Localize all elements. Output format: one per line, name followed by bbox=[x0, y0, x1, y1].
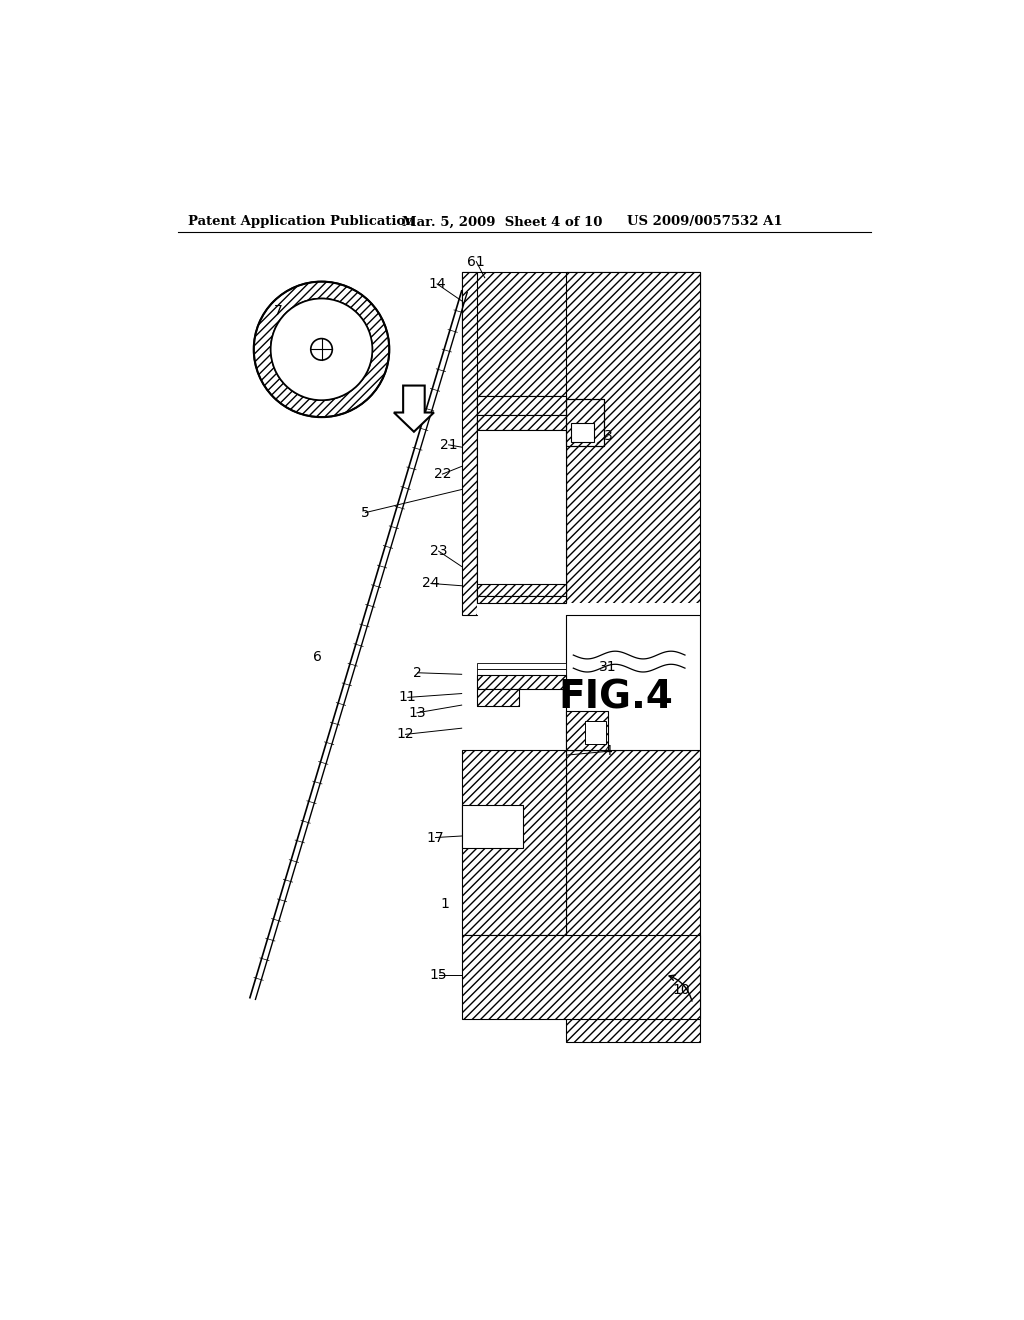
Text: 14: 14 bbox=[428, 277, 445, 290]
Text: 5: 5 bbox=[361, 506, 370, 520]
Text: 2: 2 bbox=[414, 665, 422, 680]
Circle shape bbox=[310, 339, 333, 360]
Bar bbox=[565, 400, 604, 446]
Bar bbox=[462, 935, 700, 1019]
Text: 24: 24 bbox=[422, 577, 439, 590]
Bar bbox=[565, 272, 700, 615]
Text: 3: 3 bbox=[603, 429, 612, 442]
Text: 23: 23 bbox=[430, 544, 447, 558]
Text: 4: 4 bbox=[603, 744, 612, 758]
Bar bbox=[477, 595, 565, 603]
Text: FIG.4: FIG.4 bbox=[558, 678, 673, 717]
Bar bbox=[477, 396, 565, 599]
Bar bbox=[462, 750, 565, 935]
Circle shape bbox=[270, 298, 373, 400]
Bar bbox=[585, 721, 606, 743]
Bar bbox=[565, 400, 604, 446]
Text: 13: 13 bbox=[409, 706, 426, 719]
Bar bbox=[462, 272, 700, 400]
Text: US 2009/0057532 A1: US 2009/0057532 A1 bbox=[628, 215, 782, 228]
Bar bbox=[477, 675, 565, 689]
Text: Mar. 5, 2009  Sheet 4 of 10: Mar. 5, 2009 Sheet 4 of 10 bbox=[401, 215, 602, 228]
Text: 17: 17 bbox=[427, 830, 444, 845]
Bar bbox=[477, 603, 700, 615]
Text: 1: 1 bbox=[440, 896, 450, 911]
Bar bbox=[477, 414, 565, 430]
Wedge shape bbox=[254, 281, 389, 417]
Bar bbox=[477, 663, 565, 669]
Text: 10: 10 bbox=[673, 983, 690, 997]
Text: 7: 7 bbox=[274, 304, 283, 318]
Text: 21: 21 bbox=[439, 438, 458, 451]
Text: Patent Application Publication: Patent Application Publication bbox=[188, 215, 415, 228]
Bar bbox=[571, 422, 594, 442]
Bar bbox=[477, 669, 565, 675]
Bar bbox=[477, 689, 519, 706]
Text: 6: 6 bbox=[313, 651, 323, 664]
Bar bbox=[565, 615, 700, 750]
Bar bbox=[462, 805, 523, 847]
Bar bbox=[462, 272, 477, 615]
Bar bbox=[565, 711, 608, 750]
Bar bbox=[565, 750, 700, 1043]
Text: 15: 15 bbox=[430, 968, 447, 982]
Text: 11: 11 bbox=[399, 690, 417, 705]
Bar bbox=[477, 430, 565, 599]
Text: 12: 12 bbox=[396, 727, 415, 742]
Text: 31: 31 bbox=[599, 660, 616, 673]
Bar bbox=[477, 585, 565, 595]
Polygon shape bbox=[394, 385, 434, 432]
Text: 61: 61 bbox=[467, 255, 485, 268]
Bar bbox=[477, 689, 519, 706]
Text: 22: 22 bbox=[433, 467, 452, 480]
Bar bbox=[477, 396, 565, 414]
